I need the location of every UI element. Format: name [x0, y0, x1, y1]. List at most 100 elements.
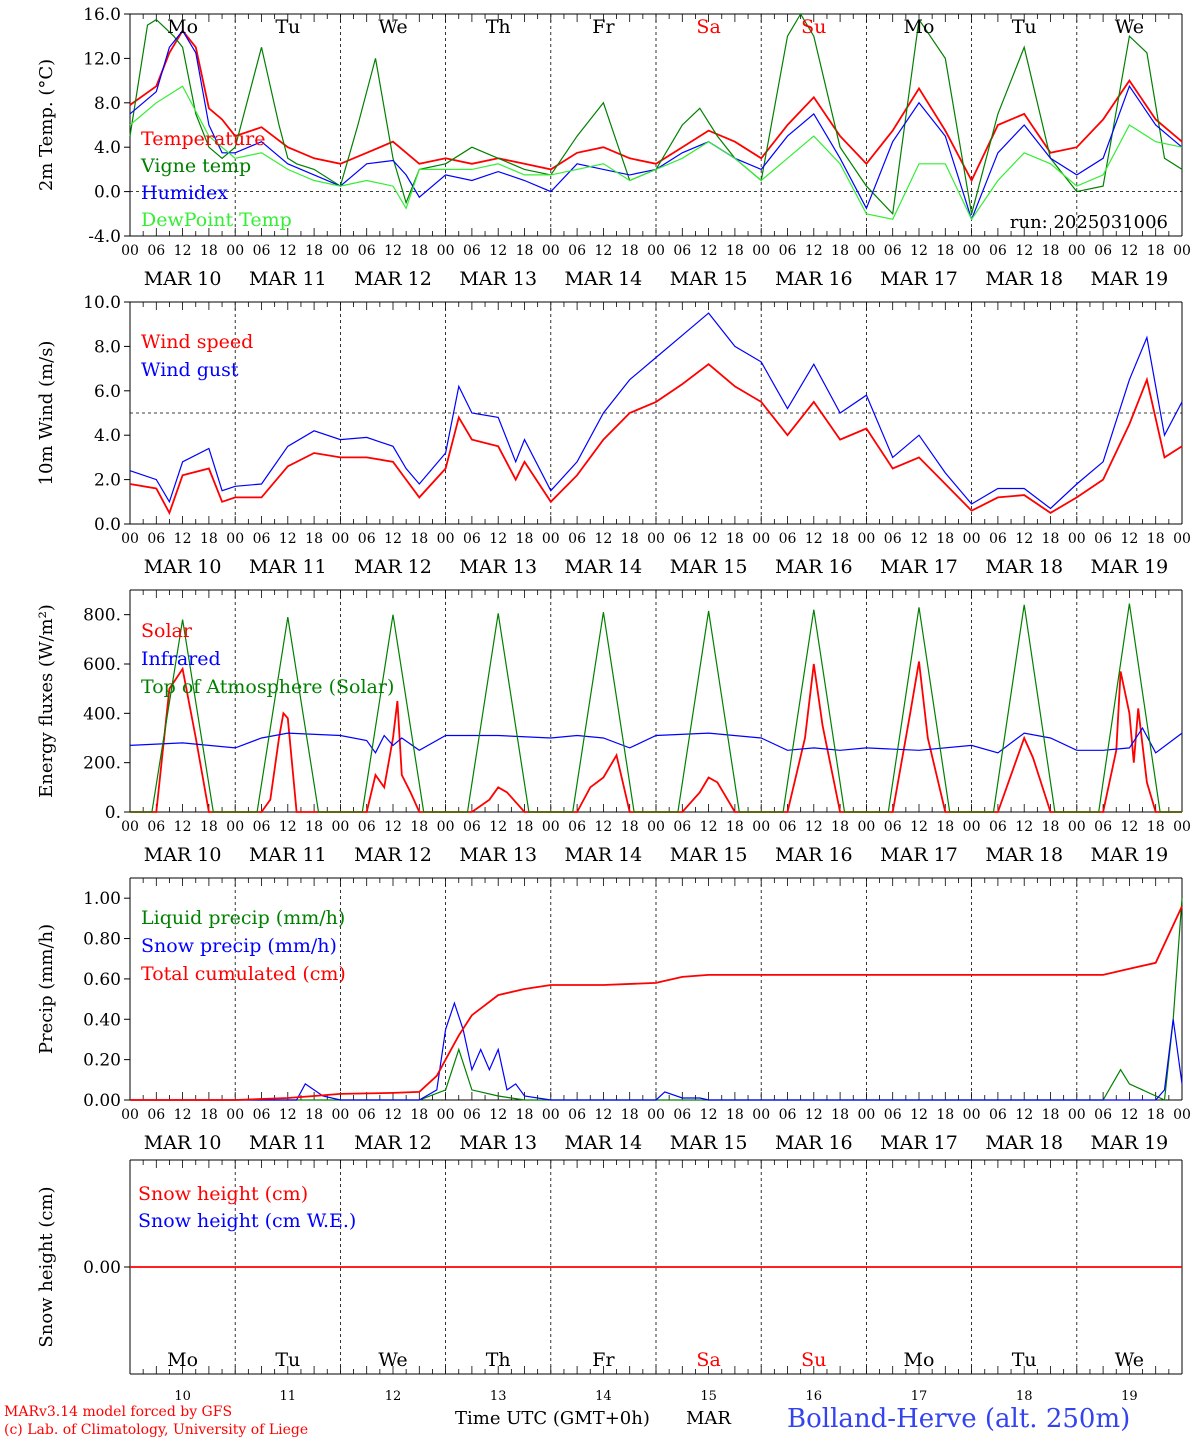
- hour-tick-label: 00: [542, 1107, 560, 1123]
- hour-tick-label: 00: [647, 819, 665, 835]
- day-number-label: 12: [385, 1389, 402, 1404]
- y-tick-label: 0.00: [83, 1258, 121, 1278]
- date-label: MAR 11: [249, 268, 327, 290]
- hour-tick-label: 06: [1094, 819, 1112, 835]
- day-label: We: [378, 16, 407, 38]
- date-label: MAR 10: [144, 1132, 222, 1154]
- day-label: Su: [801, 1349, 826, 1371]
- hour-tick-label: 06: [147, 531, 165, 547]
- hour-tick-label: 06: [989, 243, 1007, 259]
- day-label: We: [1115, 16, 1144, 38]
- hour-tick-label: 18: [305, 819, 323, 835]
- footer-time-axis-label: Time UTC (GMT+0h): [455, 1408, 650, 1429]
- date-label: MAR 15: [670, 844, 748, 866]
- series-line-green: [129, 12, 1183, 216]
- legend-entry: Total cumulated (cm): [141, 963, 346, 985]
- day-label: We: [378, 1349, 407, 1371]
- hour-tick-label: 06: [253, 243, 271, 259]
- hour-tick-label: 00: [331, 531, 349, 547]
- date-label: MAR 18: [985, 1132, 1063, 1154]
- hour-tick-label: 06: [358, 1107, 376, 1123]
- y-tick-label: 0.00: [83, 1091, 121, 1111]
- legend-entry: Wind speed: [141, 331, 253, 353]
- hour-tick-label: 00: [121, 819, 139, 835]
- date-label: MAR 12: [354, 556, 432, 578]
- day-label: Mo: [167, 16, 198, 38]
- hour-tick-label: 18: [305, 1107, 323, 1123]
- day-number-label: 16: [806, 1389, 823, 1404]
- hour-tick-label: 12: [174, 1107, 192, 1123]
- date-label: MAR 13: [459, 1132, 537, 1154]
- hour-tick-label: 18: [831, 819, 849, 835]
- hour-tick-label: 06: [568, 243, 586, 259]
- legend-entry: Snow height (cm W.E.): [138, 1210, 356, 1232]
- hour-tick-label: 00: [963, 531, 981, 547]
- hour-tick-label: 18: [936, 1107, 954, 1123]
- hour-tick-label: 00: [121, 243, 139, 259]
- hour-tick-label: 06: [358, 243, 376, 259]
- hour-tick-label: 18: [621, 531, 639, 547]
- hour-tick-label: 18: [200, 1107, 218, 1123]
- hour-tick-label: 12: [1015, 819, 1033, 835]
- hour-tick-label: 06: [253, 1107, 271, 1123]
- hour-tick-label: 18: [831, 1107, 849, 1123]
- hour-tick-label: 18: [621, 819, 639, 835]
- hour-tick-label: 06: [1094, 1107, 1112, 1123]
- hour-tick-label: 06: [1094, 243, 1112, 259]
- date-label: MAR 10: [144, 556, 222, 578]
- hour-tick-label: 18: [410, 531, 428, 547]
- date-label: MAR 19: [1091, 268, 1169, 290]
- hour-tick-label: 00: [542, 243, 560, 259]
- hour-tick-label: 00: [542, 531, 560, 547]
- y-tick-label: 16.0: [83, 5, 121, 25]
- hour-tick-label: 12: [384, 531, 402, 547]
- date-label: MAR 17: [880, 1132, 958, 1154]
- hour-tick-label: 06: [253, 819, 271, 835]
- hour-tick-label: 18: [726, 819, 744, 835]
- footer-station-name: Bolland-Herve (alt. 250m): [787, 1404, 1130, 1434]
- y-tick-label: 2.0: [94, 471, 121, 491]
- hour-tick-label: 00: [857, 531, 875, 547]
- hour-tick-label: 12: [910, 819, 928, 835]
- hour-tick-label: 12: [805, 819, 823, 835]
- hour-tick-label: 12: [805, 1107, 823, 1123]
- y-axis-label: 10m Wind (m/s): [36, 341, 57, 486]
- hour-tick-label: 00: [647, 531, 665, 547]
- hour-tick-label: 12: [1120, 531, 1138, 547]
- day-label: Tu: [1012, 1349, 1037, 1371]
- hour-tick-label: 12: [910, 243, 928, 259]
- date-label: MAR 12: [354, 1132, 432, 1154]
- hour-tick-label: 00: [437, 243, 455, 259]
- legend-entry: Snow precip (mm/h): [141, 935, 337, 957]
- date-label: MAR 16: [775, 268, 853, 290]
- date-label: MAR 12: [354, 268, 432, 290]
- hour-tick-label: 18: [1147, 819, 1165, 835]
- date-label: MAR 17: [880, 268, 958, 290]
- date-label: MAR 15: [670, 556, 748, 578]
- date-label: MAR 16: [775, 1132, 853, 1154]
- y-tick-label: 800.: [83, 606, 121, 626]
- hour-tick-label: 18: [831, 531, 849, 547]
- day-label: Sa: [696, 16, 720, 38]
- hour-tick-label: 12: [700, 531, 718, 547]
- hour-tick-label: 18: [1147, 243, 1165, 259]
- hour-tick-label: 06: [779, 531, 797, 547]
- hour-tick-label: 18: [621, 1107, 639, 1123]
- hour-tick-label: 00: [752, 1107, 770, 1123]
- date-label: MAR 18: [985, 844, 1063, 866]
- day-label: Fr: [592, 16, 615, 38]
- meteogram-panels: -4.0 0.0 4.0 8.0 12.0 16.0 2m Temp. (°C) Temper…: [36, 5, 1191, 1404]
- series-line-blue: [129, 312, 1183, 510]
- hour-tick-label: 06: [568, 1107, 586, 1123]
- hour-tick-label: 18: [410, 243, 428, 259]
- y-tick-label: 10.0: [83, 293, 121, 313]
- hour-tick-label: 00: [1173, 819, 1191, 835]
- hour-tick-label: 18: [200, 819, 218, 835]
- date-label: MAR 14: [565, 1132, 643, 1154]
- hour-tick-label: 06: [463, 243, 481, 259]
- day-label: Tu: [275, 16, 300, 38]
- hour-tick-label: 12: [910, 531, 928, 547]
- hour-tick-label: 12: [1120, 243, 1138, 259]
- y-tick-label: 0.80: [83, 930, 121, 950]
- date-label: MAR 18: [985, 556, 1063, 578]
